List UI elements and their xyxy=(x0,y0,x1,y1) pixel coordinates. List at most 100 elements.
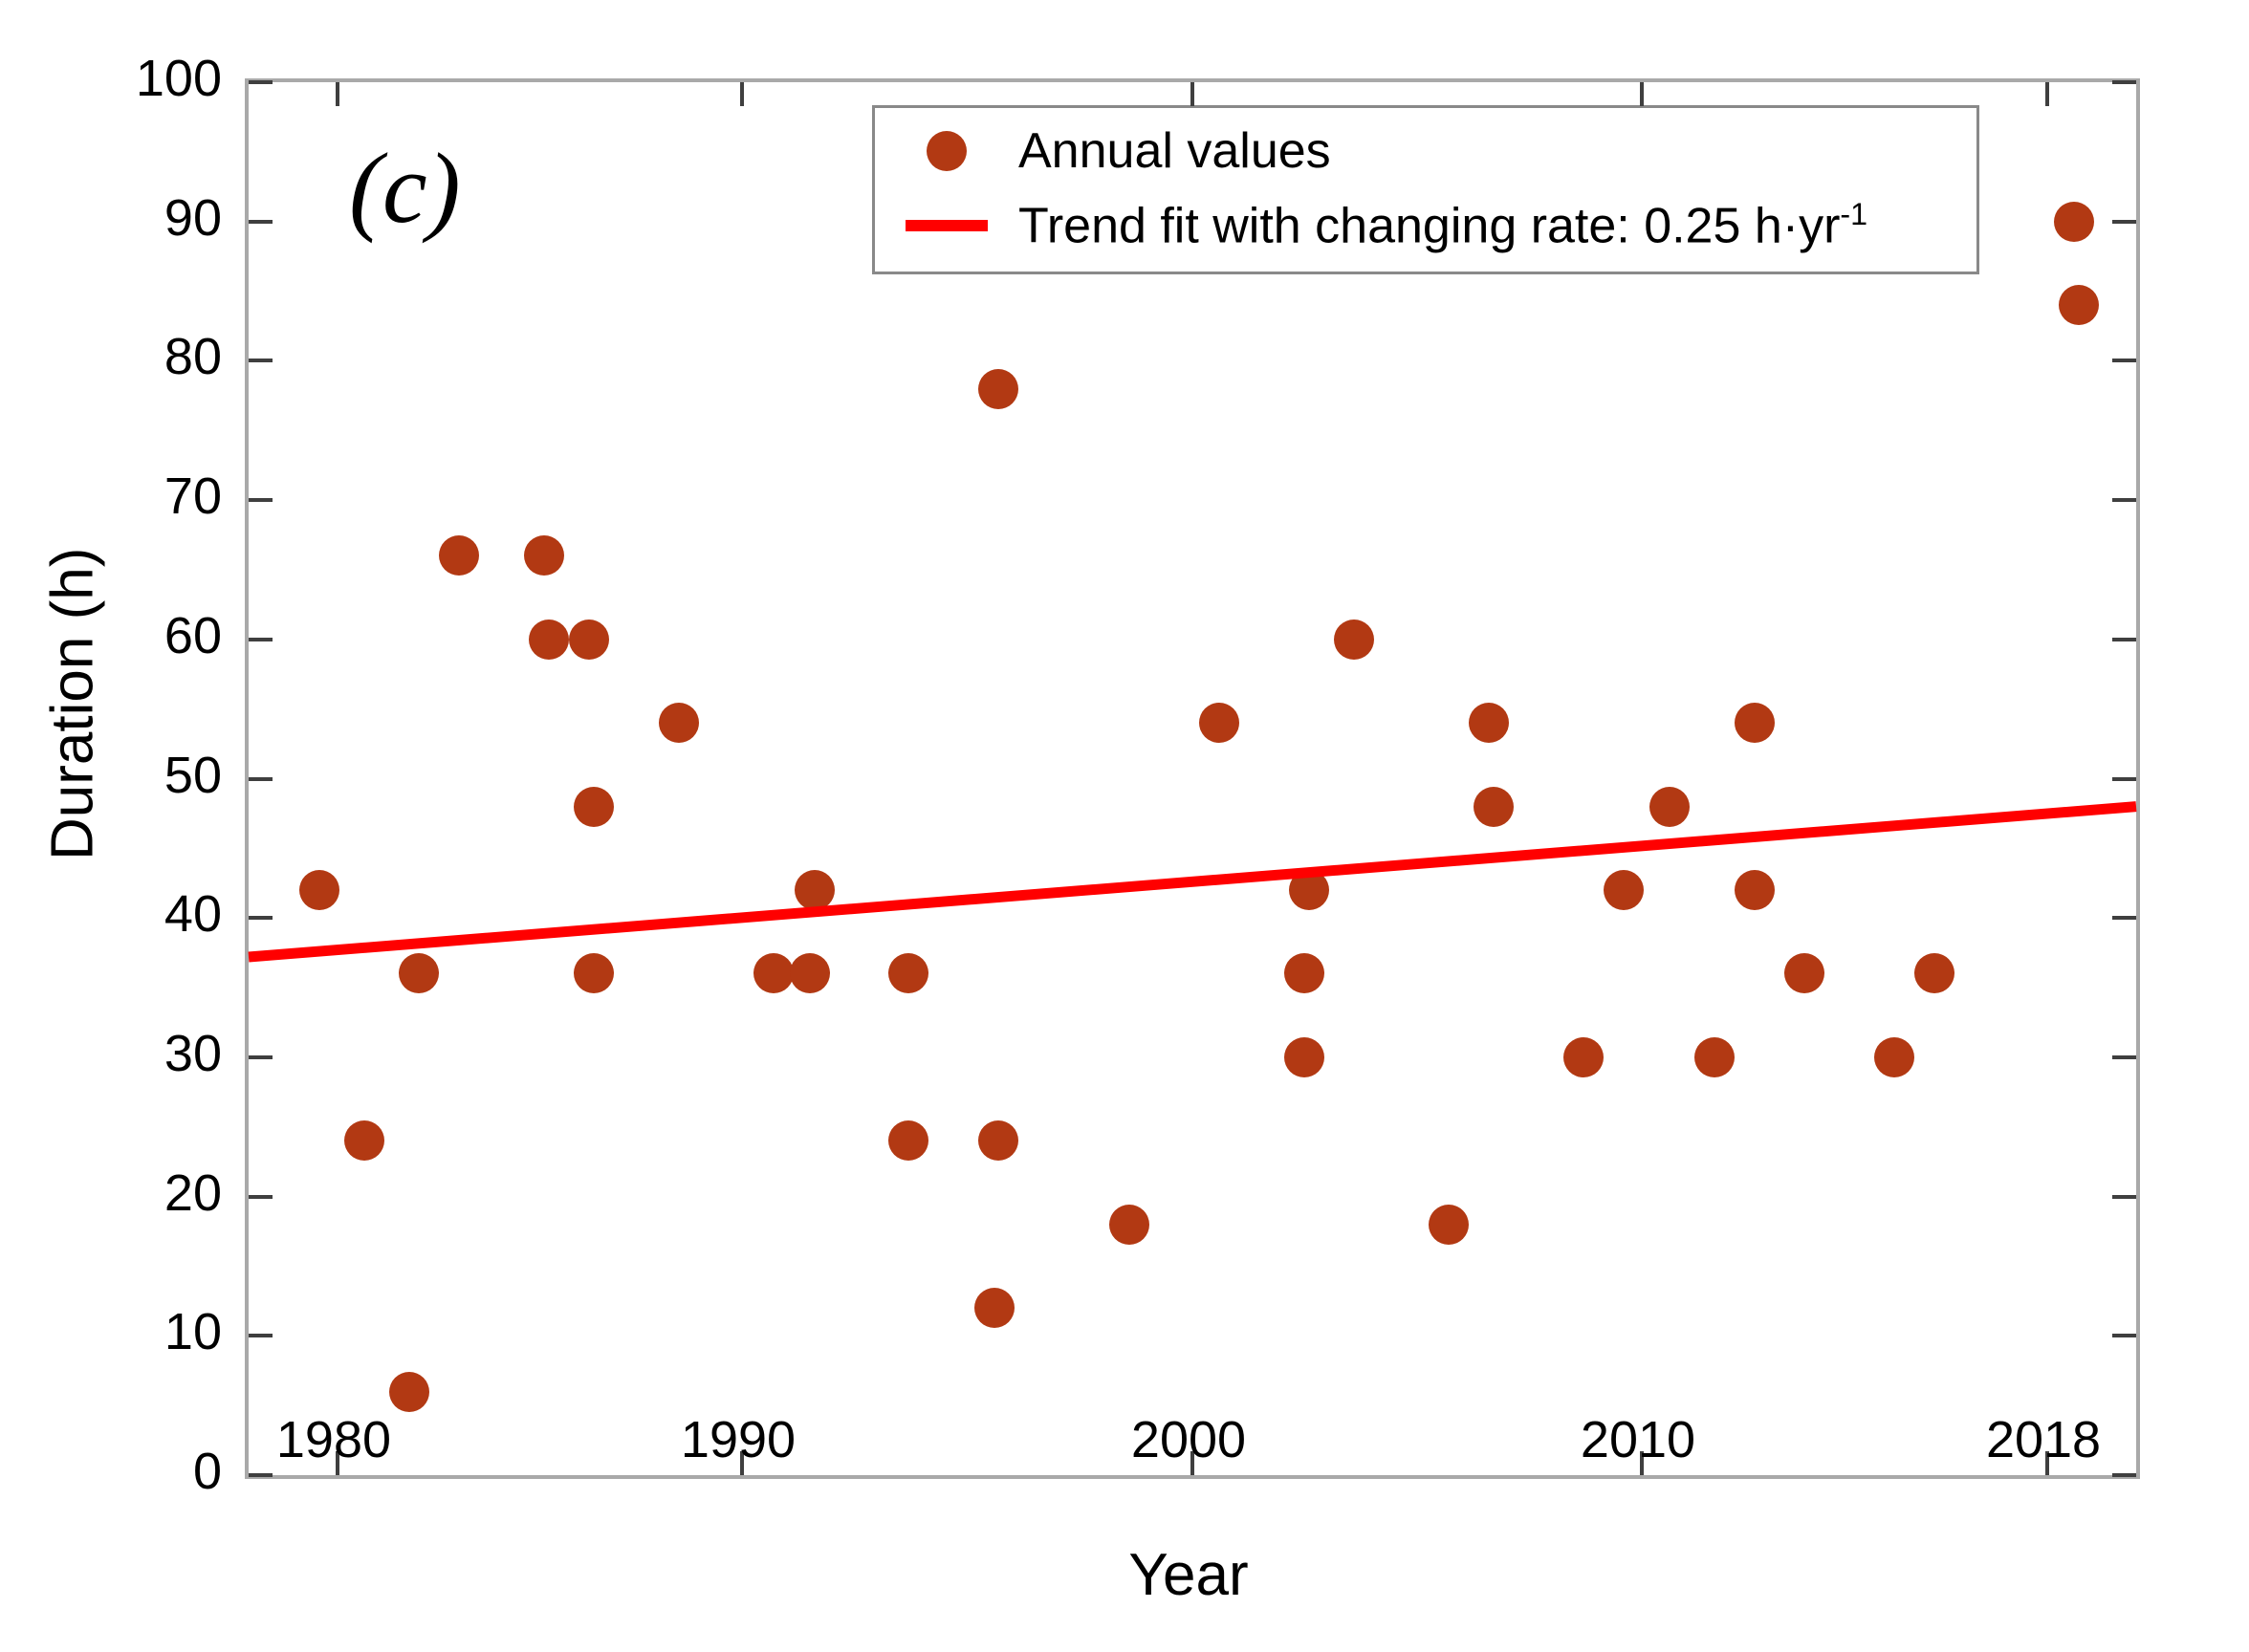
scatter-point xyxy=(888,1120,929,1162)
y-tick-mark-right xyxy=(2112,916,2136,921)
y-tick-label: 70 xyxy=(164,467,222,526)
annual-values-dot-icon xyxy=(927,131,967,171)
legend-marker-trend xyxy=(875,220,1018,231)
y-tick-label: 0 xyxy=(192,1443,222,1500)
scatter-point xyxy=(1428,1204,1469,1245)
x-tick-mark xyxy=(335,1451,339,1475)
figure-label: (c) xyxy=(349,132,461,244)
y-tick-mark-right xyxy=(2112,219,2136,224)
y-tick-mark-right xyxy=(2112,776,2136,781)
x-tick-label: 2000 xyxy=(1130,1411,1247,1468)
y-tick-mark xyxy=(249,359,273,363)
x-tick-mark xyxy=(1640,1451,1644,1475)
scatter-point xyxy=(1284,953,1325,994)
x-tick-mark-top xyxy=(2045,82,2050,106)
y-tick-label: 40 xyxy=(164,885,222,944)
y-tick-mark xyxy=(249,80,273,84)
y-tick-label: 90 xyxy=(164,188,222,247)
y-tick-mark xyxy=(249,637,273,641)
x-tick-mark xyxy=(1190,1451,1194,1475)
scatter-point xyxy=(569,619,610,660)
x-tick-mark xyxy=(740,1451,744,1475)
scatter-point xyxy=(438,535,479,576)
scatter-point xyxy=(1563,1036,1605,1077)
scatter-point xyxy=(1334,619,1375,660)
y-tick-mark xyxy=(249,1473,273,1477)
scatter-point xyxy=(1693,1036,1735,1077)
scatter-point xyxy=(1914,953,1955,994)
scatter-point xyxy=(1604,870,1645,911)
scatter-point xyxy=(528,619,569,660)
scatter-point xyxy=(794,870,835,911)
y-tick-mark-right xyxy=(2112,498,2136,503)
scatter-point xyxy=(1108,1204,1149,1245)
scatter-point xyxy=(1734,870,1775,911)
legend-box: Annual values Trend fit with changing ra… xyxy=(872,105,1979,274)
scatter-point xyxy=(973,1288,1015,1329)
scatter-point xyxy=(1873,1036,1914,1077)
legend-entry-trend: Trend fit with changing rate: 0.25 h·yr-… xyxy=(875,188,1867,263)
scatter-point xyxy=(978,368,1019,409)
scatter-point xyxy=(659,703,700,744)
y-tick-mark xyxy=(249,1054,273,1059)
x-tick-mark-top xyxy=(335,82,339,106)
y-tick-mark xyxy=(249,1334,273,1338)
trend-line-icon xyxy=(906,220,988,231)
x-tick-mark xyxy=(2045,1451,2050,1475)
scatter-point xyxy=(398,953,439,994)
y-tick-mark xyxy=(249,219,273,224)
scatter-point xyxy=(888,953,929,994)
y-tick-mark-right xyxy=(2112,359,2136,363)
y-tick-mark-right xyxy=(2112,1334,2136,1338)
y-tick-mark-right xyxy=(2112,1194,2136,1199)
y-tick-mark xyxy=(249,498,273,503)
scatter-point xyxy=(1284,1036,1325,1077)
scatter-point xyxy=(1783,953,1824,994)
x-axis-title: Year xyxy=(1128,1542,1249,1608)
y-tick-label: 100 xyxy=(135,50,222,107)
x-tick-label: 1990 xyxy=(680,1411,797,1468)
scatter-point xyxy=(299,870,339,911)
scatter-point xyxy=(574,786,614,827)
y-tick-mark-right xyxy=(2112,637,2136,641)
scatter-point xyxy=(524,535,565,576)
scatter-point xyxy=(1469,703,1510,744)
legend-entry-annual: Annual values xyxy=(875,114,1331,188)
scatter-point xyxy=(574,953,614,994)
y-tick-label: 10 xyxy=(164,1303,222,1361)
y-tick-mark xyxy=(249,776,273,781)
y-tick-label: 80 xyxy=(164,328,222,386)
legend-label-annual: Annual values xyxy=(1018,123,1331,179)
y-tick-mark xyxy=(249,916,273,921)
x-tick-mark-top xyxy=(1190,82,1194,106)
y-tick-label: 50 xyxy=(164,746,222,804)
x-tick-label: 1980 xyxy=(275,1411,392,1468)
scatter-point xyxy=(1734,703,1775,744)
y-tick-mark-right xyxy=(2112,80,2136,84)
x-tick-mark-top xyxy=(1640,82,1644,106)
scatter-point xyxy=(389,1371,430,1412)
legend-marker-annual xyxy=(875,131,1018,171)
y-tick-label: 60 xyxy=(164,606,222,664)
scatter-point xyxy=(344,1120,385,1162)
scatter-point xyxy=(2058,285,2099,326)
y-tick-label: 20 xyxy=(164,1163,222,1222)
scatter-point xyxy=(1199,703,1239,744)
scatter-point xyxy=(2053,201,2094,242)
trend-line xyxy=(248,801,2137,963)
y-tick-mark-right xyxy=(2112,1054,2136,1059)
plot-area: (c) Annual values Trend fit with changin… xyxy=(245,78,2140,1479)
scatter-point xyxy=(1474,786,1514,827)
x-tick-mark-top xyxy=(740,82,744,106)
scatter-point xyxy=(978,1120,1019,1162)
y-tick-label: 30 xyxy=(164,1024,222,1082)
scatter-point xyxy=(753,953,795,994)
scatter-point xyxy=(1649,786,1690,827)
scatter-point xyxy=(789,953,830,994)
x-tick-label: 2010 xyxy=(1580,1411,1696,1468)
y-tick-mark-right xyxy=(2112,1473,2136,1477)
y-tick-mark xyxy=(249,1194,273,1199)
y-axis-title: Duration (h) xyxy=(39,547,106,860)
x-tick-label: 2018 xyxy=(1985,1411,2102,1468)
legend-label-trend: Trend fit with changing rate: 0.25 h·yr-… xyxy=(1018,196,1868,254)
